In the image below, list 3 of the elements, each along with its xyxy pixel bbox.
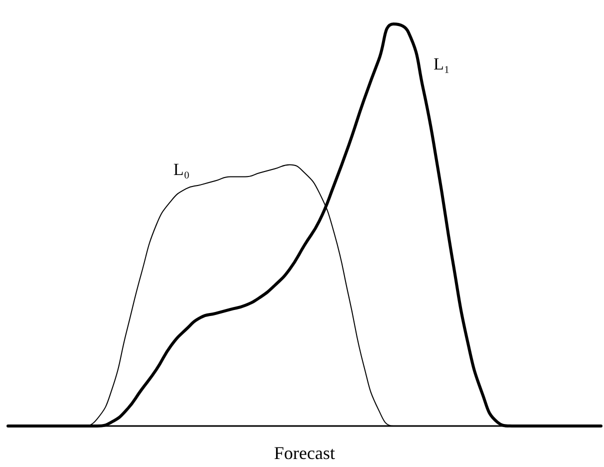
series-label: L₀ xyxy=(173,160,190,180)
series-label: L₁ xyxy=(433,54,450,74)
x-axis-title: Forecast xyxy=(274,443,335,463)
